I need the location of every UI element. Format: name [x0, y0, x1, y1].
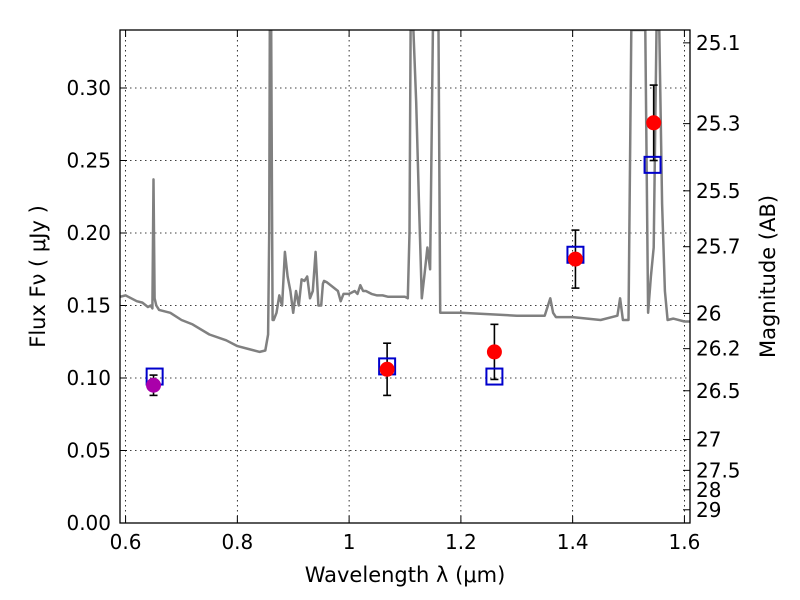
y2-tick-label: 29: [696, 498, 721, 522]
axes-layer: 0.6 0.8 1 1.2 1.4 1.6 0.00 0.05 0.10 0.15 0.20 0.25…: [66, 29, 741, 554]
y-tick-label: 0.30: [66, 76, 111, 100]
y-tick-label: 0.00: [66, 511, 111, 535]
observed-point: [567, 251, 583, 267]
y2-tick-label: 25.1: [696, 31, 741, 55]
x-axis-title: Wavelength λ (μm): [305, 563, 506, 587]
y2-tick-label: 26.2: [696, 337, 741, 361]
model-point: [485, 367, 504, 386]
spectrum-line: [120, 30, 690, 354]
model-point: [643, 155, 662, 174]
observed-point: [646, 115, 662, 131]
y2-tick-label: 25.7: [696, 235, 741, 259]
y-tick-label: 0.15: [66, 294, 111, 318]
y2-tick-label: 28: [696, 478, 721, 502]
x-tick-label: 1.2: [445, 530, 477, 554]
spectrum-layer: [120, 30, 690, 354]
plot-frame: [119, 29, 691, 524]
x-tick-label: 0.8: [221, 530, 253, 554]
y2-tick-label: 26.5: [696, 379, 741, 403]
labels-layer: Wavelength λ (μm) Flux Fν ( μJy ) Magnit…: [26, 195, 780, 587]
grid: [120, 30, 690, 524]
observed-layer: [146, 115, 662, 393]
y2-tick-label: 25.5: [696, 179, 741, 203]
x-tick-label: 1.4: [557, 530, 589, 554]
y2-tick-label: 27: [696, 428, 721, 452]
y-tick-label: 0.20: [66, 221, 111, 245]
y-tick-label: 0.10: [66, 366, 111, 390]
y2-tick-label: 26: [696, 301, 721, 325]
y-tick-label: 0.05: [66, 439, 111, 463]
observed-point: [486, 344, 502, 360]
y-tick-label: 0.25: [66, 149, 111, 173]
y2-tick-label: 25.3: [696, 112, 741, 136]
x-tick-label: 0.6: [110, 530, 142, 554]
observed-point: [379, 361, 395, 377]
y2-axis-title: Magnitude (AB): [756, 195, 780, 358]
x-tick-label: 1: [343, 530, 356, 554]
y2-tick-label: 27.5: [696, 458, 741, 482]
errorbar-layer: [149, 84, 658, 397]
observed-point: [146, 377, 162, 393]
y-axis-title: Flux Fν ( μJy ): [26, 205, 50, 348]
x-tick-label: 1.6: [669, 530, 701, 554]
model-layer: [145, 155, 662, 386]
